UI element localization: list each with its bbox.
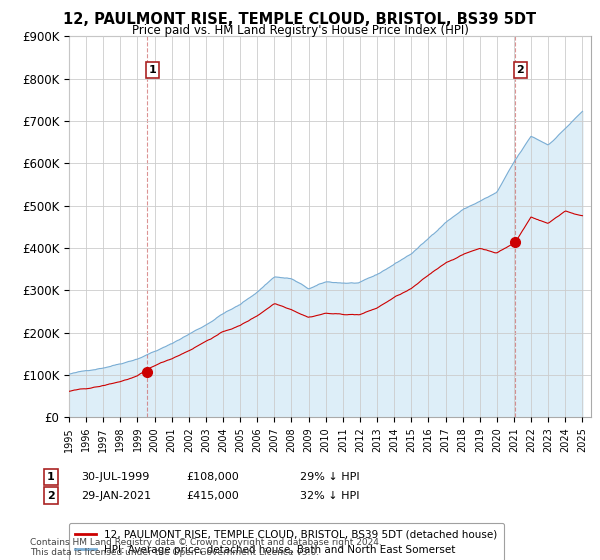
Text: Price paid vs. HM Land Registry's House Price Index (HPI): Price paid vs. HM Land Registry's House … [131,24,469,36]
Text: £108,000: £108,000 [186,472,239,482]
Text: 32% ↓ HPI: 32% ↓ HPI [300,491,359,501]
Text: 30-JUL-1999: 30-JUL-1999 [81,472,149,482]
Text: Contains HM Land Registry data © Crown copyright and database right 2024.
This d: Contains HM Land Registry data © Crown c… [30,538,382,557]
Text: 1: 1 [149,66,157,75]
Text: 2: 2 [47,491,55,501]
Text: 29% ↓ HPI: 29% ↓ HPI [300,472,359,482]
Text: 29-JAN-2021: 29-JAN-2021 [81,491,151,501]
Text: 12, PAULMONT RISE, TEMPLE CLOUD, BRISTOL, BS39 5DT: 12, PAULMONT RISE, TEMPLE CLOUD, BRISTOL… [64,12,536,27]
Legend: 12, PAULMONT RISE, TEMPLE CLOUD, BRISTOL, BS39 5DT (detached house), HPI: Averag: 12, PAULMONT RISE, TEMPLE CLOUD, BRISTOL… [69,524,504,560]
Text: 1: 1 [47,472,55,482]
Text: £415,000: £415,000 [186,491,239,501]
Text: 2: 2 [517,66,524,75]
